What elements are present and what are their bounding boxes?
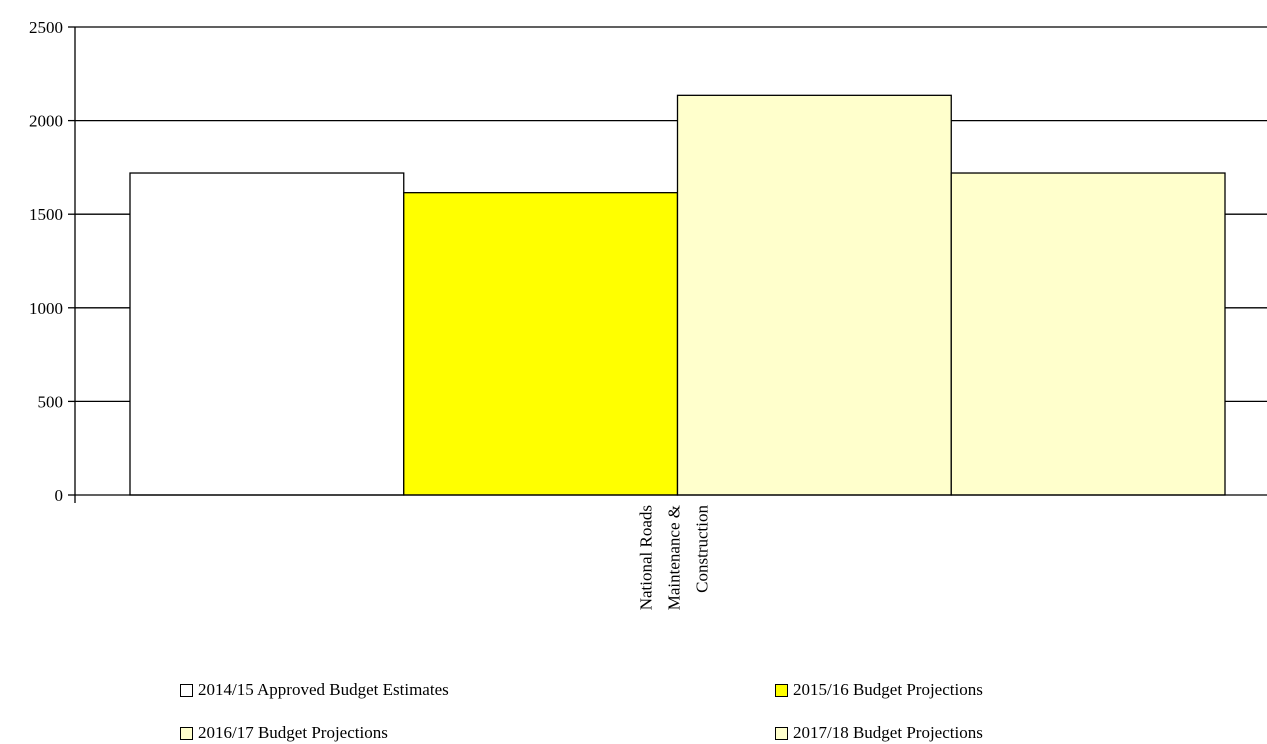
x-category-label: National Roads Maintenance & Construction	[637, 505, 712, 611]
y-tick-label: 1500	[29, 205, 63, 224]
bar-2015-16	[403, 192, 679, 496]
bar-2017-18	[950, 172, 1226, 496]
category-label-line: Maintenance &	[665, 505, 684, 610]
y-tick-labels: 0 500 1000 1500 2000 2500	[29, 18, 63, 505]
y-tick-label: 500	[38, 392, 64, 411]
y-tick-label: 2000	[29, 112, 63, 131]
category-label-line: Construction	[693, 505, 712, 593]
bar-2016-17	[676, 94, 952, 496]
y-tick-label: 0	[55, 486, 64, 505]
y-tick-label: 2500	[29, 18, 63, 37]
bars	[129, 94, 1226, 496]
axes	[68, 26, 1267, 503]
y-tick-label: 1000	[29, 299, 63, 318]
bar-2014-15	[129, 172, 405, 496]
category-label: National Roads Maintenance & Construction	[637, 505, 712, 611]
category-label-line: National Roads	[637, 505, 656, 610]
